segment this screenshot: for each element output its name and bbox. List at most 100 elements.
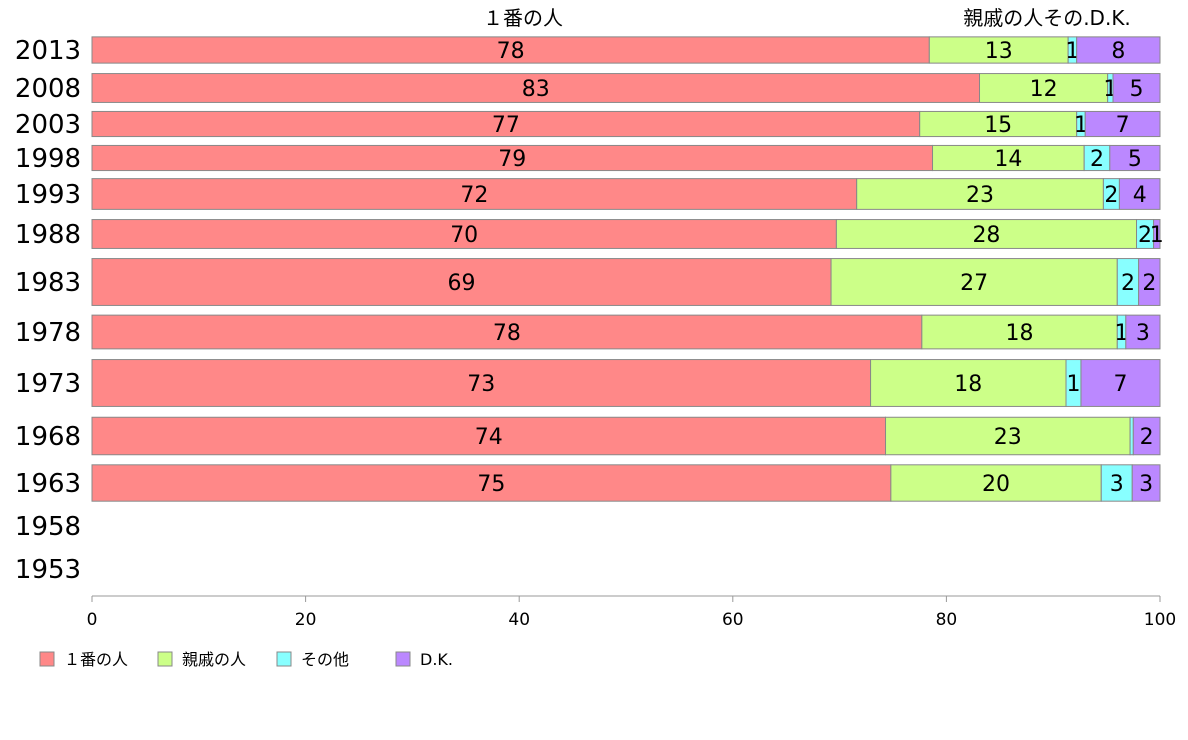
data-label: 28	[972, 223, 1000, 248]
data-label: 69	[448, 271, 476, 296]
category-label: 1968	[15, 422, 81, 452]
bar-segment	[1138, 258, 1161, 306]
bar-segment	[835, 219, 1138, 249]
bar-segment	[1100, 464, 1133, 502]
category-label: 2003	[15, 110, 81, 140]
data-label: 13	[985, 39, 1013, 64]
bar-segment	[830, 258, 1118, 306]
category-label: 2008	[15, 74, 81, 104]
bar-segment	[1153, 219, 1161, 249]
category-label: 1993	[15, 180, 81, 210]
data-label: 14	[994, 147, 1022, 172]
legend-label: D.K.	[420, 650, 453, 669]
bar-segment	[1112, 73, 1161, 103]
data-label: 27	[960, 271, 988, 296]
bar-segment	[1132, 416, 1161, 456]
bar-segment	[919, 110, 1078, 138]
data-label: 18	[954, 372, 982, 397]
bar-segment	[1109, 144, 1161, 172]
category-label: 1973	[15, 369, 81, 399]
bar-segment	[91, 73, 981, 103]
data-label: 3	[1139, 472, 1153, 497]
data-label: 15	[984, 113, 1012, 138]
data-label: 72	[460, 183, 488, 208]
bar-segment	[91, 359, 872, 407]
bar-segment	[91, 219, 837, 249]
data-label: 5	[1130, 77, 1144, 102]
bar-segment	[1084, 110, 1161, 138]
bar-segment	[1131, 464, 1161, 502]
category-label: 1998	[15, 144, 81, 174]
bar-segment	[1080, 359, 1161, 407]
data-label: 20	[982, 472, 1010, 497]
data-label: 3	[1136, 321, 1150, 346]
category-label: 1988	[15, 220, 81, 250]
data-label: 70	[450, 223, 478, 248]
data-label: 2	[1121, 271, 1135, 296]
header-label: 親戚の人その.D.K.	[963, 6, 1131, 30]
data-label: 3	[1110, 472, 1124, 497]
data-label: 73	[467, 372, 495, 397]
category-label: 1963	[15, 469, 81, 499]
data-label: 23	[966, 183, 994, 208]
bar-segment	[91, 178, 858, 210]
legend-label: １番の人	[64, 650, 128, 669]
data-label: 78	[493, 321, 521, 346]
x-tick-label: 20	[295, 610, 317, 630]
data-label: 18	[1006, 321, 1034, 346]
data-label: 2	[1142, 271, 1156, 296]
data-label: 1	[1150, 223, 1164, 248]
bar-segment	[1118, 178, 1161, 210]
data-label: 5	[1128, 147, 1142, 172]
data-label: 23	[994, 425, 1022, 450]
data-label: 75	[477, 472, 505, 497]
legend-label: その他	[301, 650, 349, 669]
bar-segment	[1076, 36, 1161, 64]
x-tick-label: 60	[722, 610, 744, 630]
x-tick-label: 80	[936, 610, 958, 630]
data-label: 12	[1030, 77, 1058, 102]
category-label: 1953	[15, 555, 81, 585]
bar-segment	[91, 258, 832, 306]
data-label: 83	[522, 77, 550, 102]
header-label: １番の人	[483, 6, 563, 30]
data-label: 1	[1066, 372, 1080, 397]
bar-segment	[91, 464, 892, 502]
data-label: 7	[1116, 113, 1130, 138]
category-label: 2013	[15, 36, 81, 66]
data-label: 7	[1113, 372, 1127, 397]
legend-swatch	[276, 651, 292, 667]
data-label: 2	[1138, 223, 1152, 248]
data-label: 2	[1140, 425, 1154, 450]
bar-segment	[890, 464, 1102, 502]
x-tick-label: 40	[508, 610, 530, 630]
data-label: 1	[1074, 113, 1088, 138]
bar-segment	[856, 178, 1104, 210]
x-tick-label: 100	[1144, 610, 1176, 630]
bar-segment	[885, 416, 1131, 456]
data-label: 2	[1104, 183, 1118, 208]
data-label: 79	[498, 147, 526, 172]
bar-segment	[91, 110, 921, 138]
legend-swatch	[39, 651, 55, 667]
bar-segment	[1125, 314, 1161, 350]
bar-segment	[91, 36, 930, 64]
bar-segment	[932, 144, 1085, 172]
data-label: 77	[492, 113, 520, 138]
data-label: 74	[475, 425, 503, 450]
data-label: 2	[1090, 147, 1104, 172]
data-label: 1	[1065, 39, 1079, 64]
category-label: 1983	[15, 268, 81, 298]
category-label: 1978	[15, 318, 81, 348]
data-label: 78	[497, 39, 525, 64]
bar-segment	[91, 144, 934, 172]
legend-swatch	[395, 651, 411, 667]
legend-swatch	[157, 651, 173, 667]
bar-segment	[928, 36, 1069, 64]
x-tick-label: 0	[87, 610, 98, 630]
bar-segment	[870, 359, 1067, 407]
category-label: 1958	[15, 512, 81, 542]
data-label: 4	[1133, 183, 1147, 208]
